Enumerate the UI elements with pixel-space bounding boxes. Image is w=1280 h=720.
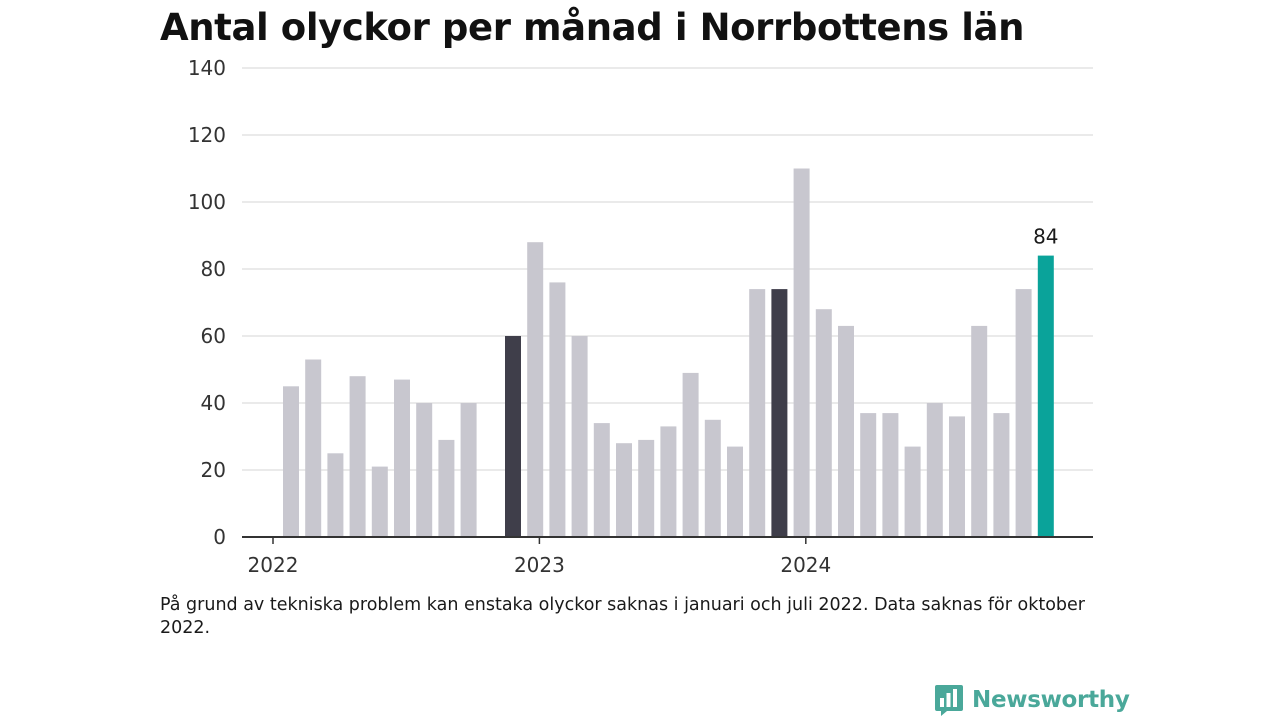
bar (527, 242, 544, 537)
bar (616, 443, 632, 537)
x-tick-label: 2022 (248, 553, 299, 577)
y-tick-label: 40 (201, 391, 226, 415)
bar (949, 416, 965, 537)
brand-name: Newsworthy (972, 687, 1130, 713)
y-tick-label: 100 (188, 190, 226, 214)
x-tick-label: 2024 (780, 553, 831, 577)
y-tick-label: 20 (201, 458, 226, 482)
y-tick-label: 0 (213, 525, 226, 549)
bar (815, 309, 832, 537)
brand-logo: Newsworthy (933, 683, 1130, 717)
y-tick-label: 60 (201, 324, 226, 348)
newsworthy-chart-logo-icon (935, 685, 963, 716)
bars (283, 168, 1054, 538)
bar (926, 403, 943, 537)
bar (749, 289, 766, 537)
bar (549, 282, 566, 537)
y-tick-label: 140 (188, 56, 226, 80)
bar (793, 168, 810, 537)
bar (971, 325, 988, 537)
y-axis-tick-labels: 0 20 40 60 80 100 120 140 (188, 56, 226, 549)
bar (394, 379, 410, 537)
bar (460, 403, 477, 537)
bar (1015, 289, 1032, 537)
x-axis-tick-labels: 2022 2023 2024 (248, 537, 831, 577)
bar (349, 376, 366, 537)
data-label-highlight: 84 (1033, 225, 1058, 249)
y-tick-label: 80 (201, 257, 226, 281)
bar (838, 325, 854, 537)
y-tick-label: 120 (188, 123, 226, 147)
chart-title: Antal olyckor per månad i Norrbottens lä… (160, 6, 1025, 49)
bar (993, 413, 1010, 537)
bar-dark (771, 289, 788, 537)
bar-dark (505, 336, 521, 537)
bar (704, 419, 721, 538)
bar (438, 439, 455, 537)
bar (416, 403, 433, 537)
bar (638, 439, 655, 537)
chart-footnote: På grund av tekniska problem kan enstaka… (160, 595, 1085, 638)
bar (727, 446, 743, 537)
bar (882, 413, 899, 537)
x-tick-label: 2023 (514, 553, 565, 577)
bar (682, 372, 699, 537)
gridlines (242, 67, 1093, 471)
bar (371, 466, 388, 537)
bar (660, 426, 677, 537)
bar (305, 359, 322, 537)
data-labels: 84 (1033, 225, 1058, 249)
bar (860, 413, 877, 537)
bar (571, 336, 588, 537)
bar (593, 423, 610, 537)
bar-chart: 0 20 40 60 80 100 120 140 2022 2023 2024 84 (188, 56, 1093, 577)
bar (283, 386, 299, 538)
bar (904, 446, 921, 537)
bar (327, 453, 344, 538)
bar-highlight (1037, 255, 1054, 537)
